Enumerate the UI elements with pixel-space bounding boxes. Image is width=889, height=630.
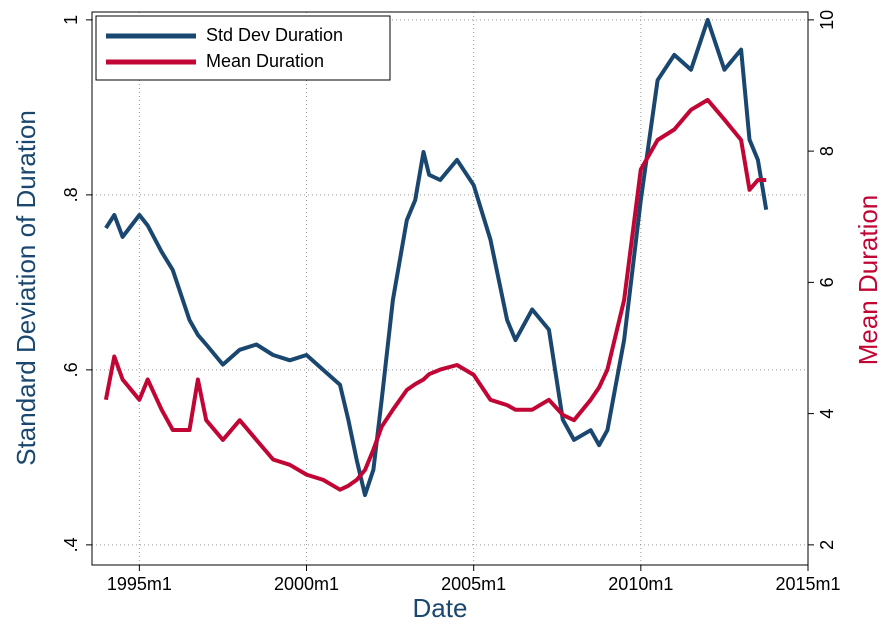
x-tick-label: 2015m1	[775, 574, 840, 594]
y-tick-label: .8	[61, 187, 81, 202]
series-line	[104, 17, 769, 497]
y2-tick-label: 8	[817, 146, 837, 156]
plot-frame	[91, 11, 809, 566]
y-tick-label: .6	[61, 362, 81, 377]
y-axis-title: Standard Deviation of Duration	[11, 110, 41, 466]
legend-label: Std Dev Duration	[206, 25, 343, 45]
y2-tick-label: 10	[817, 10, 837, 30]
series-line	[103, 97, 767, 492]
legend-label: Mean Duration	[206, 51, 324, 71]
x-tick-label: 2010m1	[608, 574, 673, 594]
x-axis-title: Date	[413, 593, 468, 623]
x-tick-label: 2000m1	[274, 574, 339, 594]
y-tick-label: 1	[61, 15, 81, 25]
x-tick-label: 2005m1	[441, 574, 506, 594]
y2-tick-label: 6	[817, 277, 837, 287]
legend-box	[95, 15, 391, 81]
x-tick-label: 1995m1	[107, 574, 172, 594]
y2-axis-title: Mean Duration	[853, 195, 883, 366]
y2-tick-label: 4	[817, 409, 837, 419]
y-tick-label: .4	[61, 537, 81, 552]
y2-tick-label: 2	[817, 540, 837, 550]
